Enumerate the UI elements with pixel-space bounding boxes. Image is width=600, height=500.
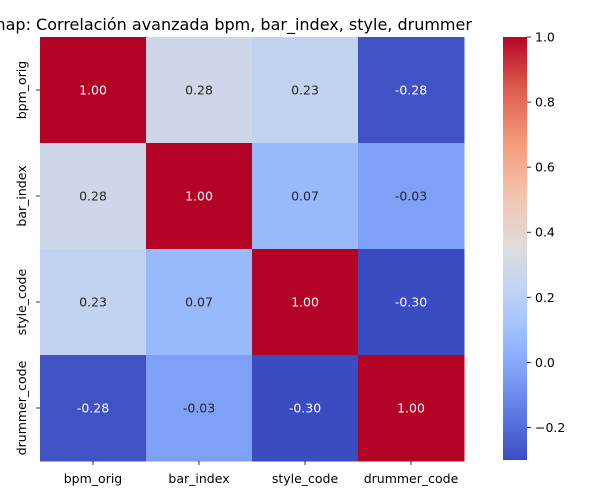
cell-value-label-0-2: 0.23 [291,83,319,98]
heatmap-cell-2-0 [40,249,147,356]
chart-title: Heatmap: Correlación avanzada bpm, bar_i… [0,15,472,35]
colorbar-tick-label-3: 0.4 [535,225,555,240]
heatmap-cell-1-0 [40,143,147,250]
y-axis: bpm_orig bar_index style_code drummer_code [14,61,40,455]
cell-value-label-1-2: 0.07 [291,189,319,204]
cell-value-label-2-0: 0.23 [79,295,107,310]
colorbar-tick-label-6: 1.0 [535,30,555,45]
cell-value-label-0-1: 0.28 [185,83,213,98]
colorbar-tick-label-1: 0.0 [535,355,555,370]
colorbar-tick-label-2: 0.2 [535,290,555,305]
heatmap-cell-3-3 [358,355,465,462]
x-tick-label-3: drummer_code [364,471,459,486]
cell-value-label-2-2: 1.00 [291,295,319,310]
cell-value-label-3-3: 1.00 [397,401,425,416]
heatmap-cell-3-2 [252,355,359,462]
y-tick-label-1: bar_index [14,165,29,226]
heatmap-cell-0-3 [358,37,465,144]
cell-value-label-1-3: -0.03 [395,189,427,204]
x-tick-label-0: bpm_orig [64,471,123,486]
cell-value-label-2-3: -0.30 [395,295,427,310]
heatmap-cell-2-3 [358,249,465,356]
heatmap-cell-2-2 [252,249,359,356]
heatmap-annotations: 1.00 0.28 0.23 -0.28 0.28 1.00 0.07 -0.03 0.23 0.… [77,83,427,416]
x-axis: bpm_orig bar_index style_code drummer_code [64,461,459,486]
cell-value-label-2-1: 0.07 [185,295,213,310]
cell-value-label-1-0: 0.28 [79,189,107,204]
heatmap-cells [40,37,465,462]
heatmap-cell-3-1 [146,355,253,462]
colorbar-tick-label-4: 0.6 [535,160,555,175]
cell-value-label-3-1: -0.03 [183,401,215,416]
y-tick-label-2: style_code [14,269,29,336]
colorbar: −0.2 0.0 0.2 0.4 0.6 0.8 1.0 [503,30,565,460]
colorbar-gradient [503,37,527,460]
cell-value-label-0-3: -0.28 [395,83,427,98]
heatmap-cell-1-2 [252,143,359,250]
heatmap-cell-0-2 [252,37,359,144]
x-tick-label-2: style_code [272,471,339,486]
heatmap-cell-3-0 [40,355,147,462]
heatmap-cell-1-1 [146,143,253,250]
cell-value-label-0-0: 1.00 [79,83,107,98]
cell-value-label-3-0: -0.28 [77,401,109,416]
heatmap-cell-0-0 [40,37,147,144]
cell-value-label-1-1: 1.00 [185,189,213,204]
x-tick-label-1: bar_index [168,471,229,486]
heatmap-cell-2-1 [146,249,253,356]
cell-value-label-3-2: -0.30 [289,401,321,416]
colorbar-tick-label-0: −0.2 [535,420,565,435]
heatmap-cell-1-3 [358,143,465,250]
y-tick-label-3: drummer_code [14,360,29,455]
y-tick-label-0: bpm_orig [14,61,29,120]
heatmap-cell-0-1 [146,37,253,144]
colorbar-tick-label-5: 0.8 [535,95,555,110]
